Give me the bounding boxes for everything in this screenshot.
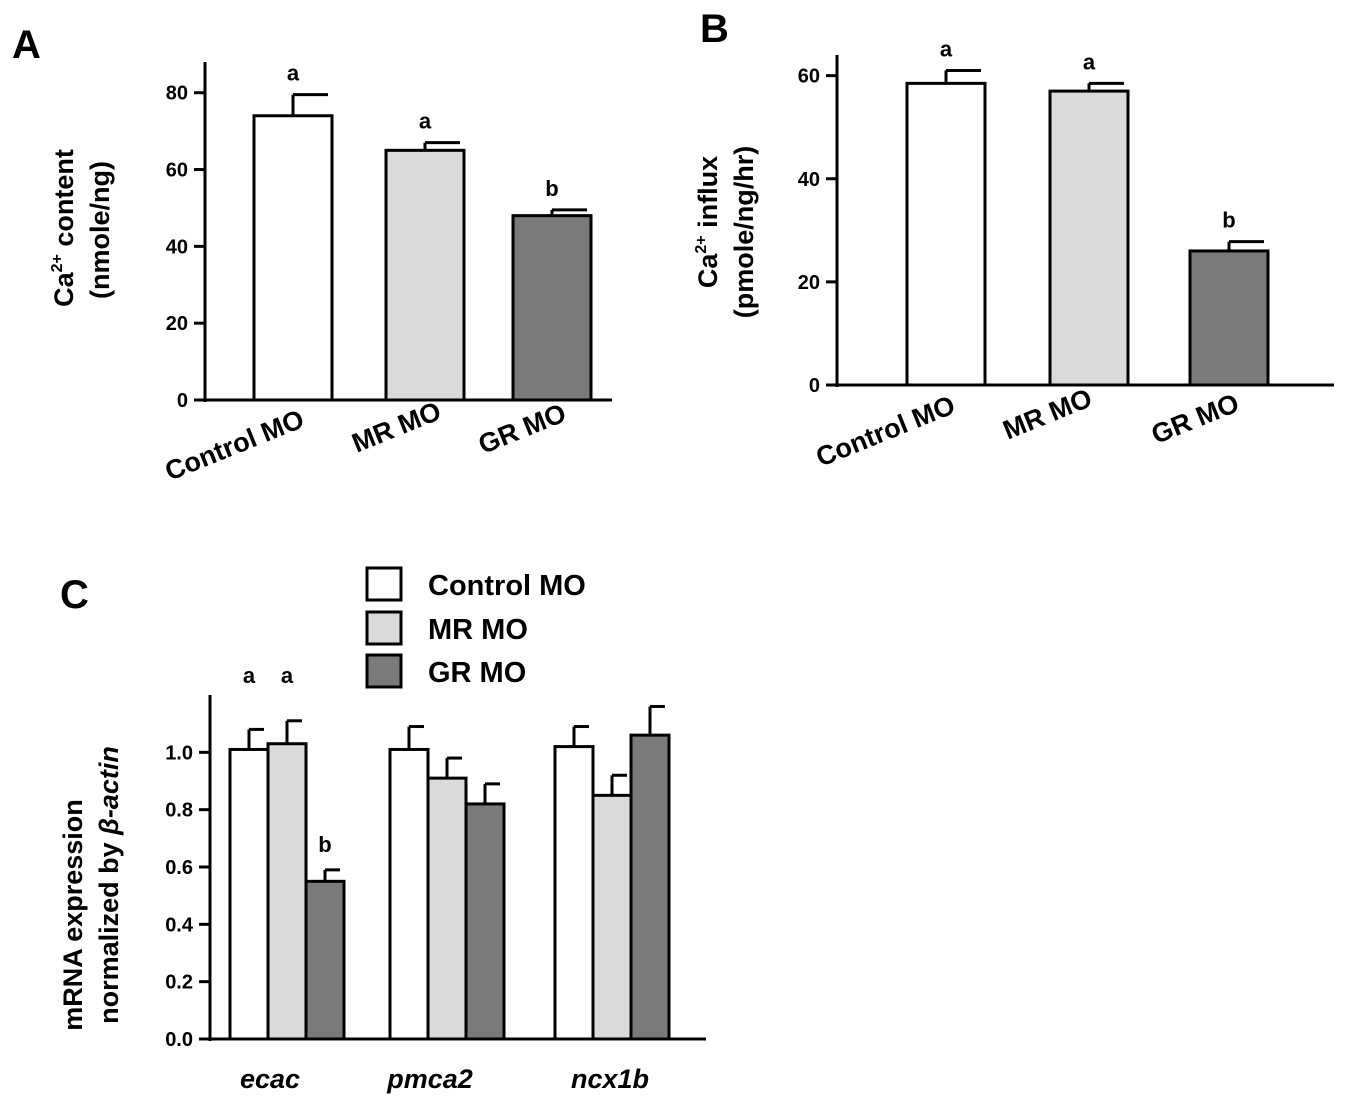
chart-b-significance-label: a <box>940 36 953 61</box>
chart-b-y-tick-label: 20 <box>798 272 820 294</box>
chart-a-category-label: Control MO <box>161 404 309 487</box>
chart-c-ylabel-line1: mRNA expression <box>58 799 88 1031</box>
legend-swatch-mr <box>365 610 403 646</box>
chart-a-bar <box>252 114 334 402</box>
legend-swatch-gr <box>365 653 403 689</box>
chart-c-legend: Control MO MR MO GR MO <box>365 566 586 689</box>
chart-b-ylabel-line2: (pmole/ng/hr) <box>729 146 759 318</box>
chart-c-y-tick-label: 0.2 <box>165 972 193 994</box>
chart-c-category-label: pmca2 <box>386 1064 473 1094</box>
chart-b-bar <box>1188 249 1270 387</box>
chart-c-bar <box>553 745 595 1041</box>
chart-a-category-label: GR MO <box>474 398 570 460</box>
chart-a-y-tick-label: 0 <box>177 390 188 412</box>
chart-c-y-tick-label: 1.0 <box>165 742 193 764</box>
chart-c-y-tick-label: 0.6 <box>165 857 193 879</box>
chart-b-category-label: Control MO <box>812 390 960 473</box>
chart-c-significance-label: b <box>318 832 331 857</box>
chart-b-bar <box>1048 89 1130 387</box>
chart-a-significance-label: b <box>545 176 558 201</box>
chart-c-y-tick-label: 0.4 <box>165 914 194 936</box>
chart-a-ylabel-line2: (nmole/ng) <box>85 161 115 299</box>
chart-a-significance-label: a <box>419 109 432 134</box>
chart-c-bar <box>629 733 671 1041</box>
chart-c-bar <box>464 802 506 1041</box>
chart-a-category-label: MR MO <box>348 396 445 459</box>
chart-c-category-label: ecac <box>240 1064 300 1094</box>
chart-a-significance-label: a <box>287 61 300 86</box>
chart-b-significance-label: a <box>1083 49 1096 74</box>
chart-c-bar <box>266 742 308 1041</box>
chart-b-y-tick-label: 60 <box>798 66 820 88</box>
chart-c: Control MO MR MO GR MO 0.0 0.2 0.4 0.6 0.8 1.… <box>58 566 706 1094</box>
chart-a-y-tick-label: 60 <box>166 160 188 182</box>
chart-a-marks: 0 20 40 60 80 a a b <box>166 61 593 412</box>
chart-c-bar <box>591 793 633 1041</box>
chart-c-significance-label: a <box>281 663 294 688</box>
panel-letter-c: C <box>60 573 89 617</box>
chart-c-y-tick-label: 0.8 <box>165 800 193 822</box>
chart-c-ylabel-line2: normalized by β-actin <box>94 746 124 1024</box>
chart-a: 0 20 40 60 80 a a b Ca2+ content (nmole/ng) Con… <box>49 61 612 487</box>
chart-b-bar <box>905 81 987 387</box>
chart-c-bar <box>426 776 468 1041</box>
chart-b-category-label: GR MO <box>1147 388 1243 450</box>
chart-c-bar <box>388 747 430 1041</box>
chart-a-bar <box>511 214 593 402</box>
chart-c-y-tick-label: 0.0 <box>165 1029 193 1051</box>
chart-b-marks: 0 20 40 60 a a b <box>798 36 1270 397</box>
chart-b-ylabel-line1: Ca2+ influx <box>693 156 723 288</box>
chart-a-y-tick-label: 20 <box>166 313 188 335</box>
panel-letter-a: A <box>12 23 41 67</box>
legend-label-gr: GR MO <box>428 657 526 689</box>
chart-a-ylabel-line1: Ca2+ content <box>49 149 79 307</box>
chart-c-marks: 0.0 0.2 0.4 0.6 0.8 1.0 a a b <box>165 663 671 1051</box>
chart-b-significance-label: b <box>1222 208 1235 233</box>
chart-c-category-label: ncx1b <box>571 1064 649 1094</box>
chart-b-y-tick-label: 40 <box>798 169 820 191</box>
chart-a-bar <box>384 148 466 402</box>
chart-c-significance-label: a <box>243 663 256 688</box>
chart-b: 0 20 40 60 a a b Ca2+ influx (pmole/ng/hr) Con… <box>693 36 1334 473</box>
panel-letter-b: B <box>700 7 729 51</box>
chart-a-y-tick-label: 80 <box>166 83 188 105</box>
legend-swatch-control <box>365 566 403 602</box>
legend-label-control: Control MO <box>428 570 586 602</box>
chart-a-y-tick-label: 40 <box>166 236 188 258</box>
chart-c-bar <box>228 747 270 1041</box>
chart-b-y-tick-label: 0 <box>809 375 820 397</box>
legend-label-mr: MR MO <box>428 614 528 646</box>
chart-b-category-label: MR MO <box>999 383 1096 446</box>
chart-c-bar <box>304 879 346 1041</box>
